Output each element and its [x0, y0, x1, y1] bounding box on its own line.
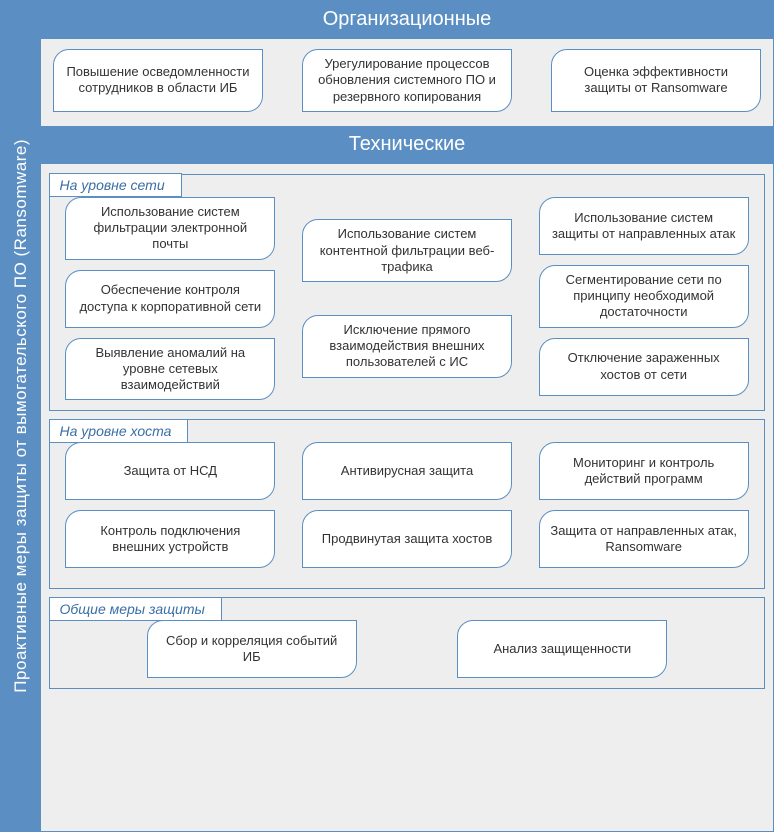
sub-general-label: Общие меры защиты [49, 597, 222, 621]
section-organizational-body: Повышение осведомленности сотрудников в … [41, 39, 773, 126]
main-area: Организационные Повышение осведомленност… [41, 1, 773, 831]
sidebar-title: Проактивные меры защиты от вымогательско… [11, 139, 31, 693]
org-row: Повышение осведомленности сотрудников в … [53, 49, 761, 112]
section-organizational-header: Организационные [41, 1, 773, 39]
host-card-advanced: Продвинутая защита хостов [302, 510, 512, 568]
host-card-nsd: Защита от НСД [65, 442, 275, 500]
network-grid: Использование систем фильтрации электрон… [56, 197, 758, 401]
network-col1: Использование систем фильтрации электрон… [56, 197, 285, 401]
sub-network-label: На уровне сети [49, 173, 182, 197]
host-c2: Антивирусная защита Продвинутая защита х… [293, 442, 522, 568]
gen-card-analysis: Анализ защищенности [457, 620, 667, 678]
network-col3: Использование систем защиты от направлен… [529, 197, 758, 401]
sub-network: На уровне сети Использование систем филь… [49, 174, 765, 412]
section-technical: Технические На уровне сети Использование… [41, 126, 773, 700]
sub-general: Общие меры защиты Сбор и корреляция собы… [49, 597, 765, 689]
host-card-antivirus: Антивирусная защита [302, 442, 512, 500]
net-card-targeted-attack: Использование систем защиты от направлен… [539, 197, 749, 255]
org-card-awareness: Повышение осведомленности сотрудников в … [53, 49, 263, 112]
section-organizational: Организационные Повышение осведомленност… [41, 1, 773, 126]
net-card-web-filter: Использование систем контентной фильтрац… [302, 219, 512, 282]
sub-host: На уровне хоста Защита от НСД Контроль п… [49, 419, 765, 589]
section-technical-header: Технические [41, 126, 773, 164]
host-card-targeted: Защита от направленных атак, Ransomware [539, 510, 749, 568]
sub-host-label: На уровне хоста [49, 419, 189, 443]
host-c3: Мониторинг и контроль действий программ … [529, 442, 758, 568]
net-card-anomaly: Выявление аномалий на уровне сетевых вза… [65, 338, 275, 401]
diagram-root: Проактивные меры защиты от вымогательско… [0, 0, 774, 832]
net-card-email-filter: Использование систем фильтрации электрон… [65, 197, 275, 260]
host-row1: Защита от НСД Контроль подключения внешн… [56, 442, 758, 568]
org-card-processes: Урегулирование процессов обновления сист… [302, 49, 512, 112]
net-card-segmentation: Сегментирование сети по принципу необход… [539, 265, 749, 328]
gen-card-siem: Сбор и корреляция событий ИБ [147, 620, 357, 678]
section-technical-body: На уровне сети Использование систем филь… [41, 164, 773, 700]
host-c1: Защита от НСД Контроль подключения внешн… [56, 442, 285, 568]
net-card-isolate-hosts: Отключение зараженных хостов от сети [539, 338, 749, 396]
host-card-device-control: Контроль подключения внешних устройств [65, 510, 275, 568]
network-col2: Использование систем контентной фильтрац… [293, 197, 522, 401]
org-card-assessment: Оценка эффективности защиты от Ransomwar… [551, 49, 761, 112]
net-card-access-control: Обеспечение контроля доступа к корпорати… [65, 270, 275, 328]
net-card-exclude-direct: Исключение прямого взаимодействия внешни… [302, 315, 512, 378]
general-row: Сбор и корреляция событий ИБ Анализ защи… [56, 620, 758, 678]
host-card-monitoring: Мониторинг и контроль действий программ [539, 442, 749, 500]
sidebar: Проактивные меры защиты от вымогательско… [1, 1, 41, 831]
